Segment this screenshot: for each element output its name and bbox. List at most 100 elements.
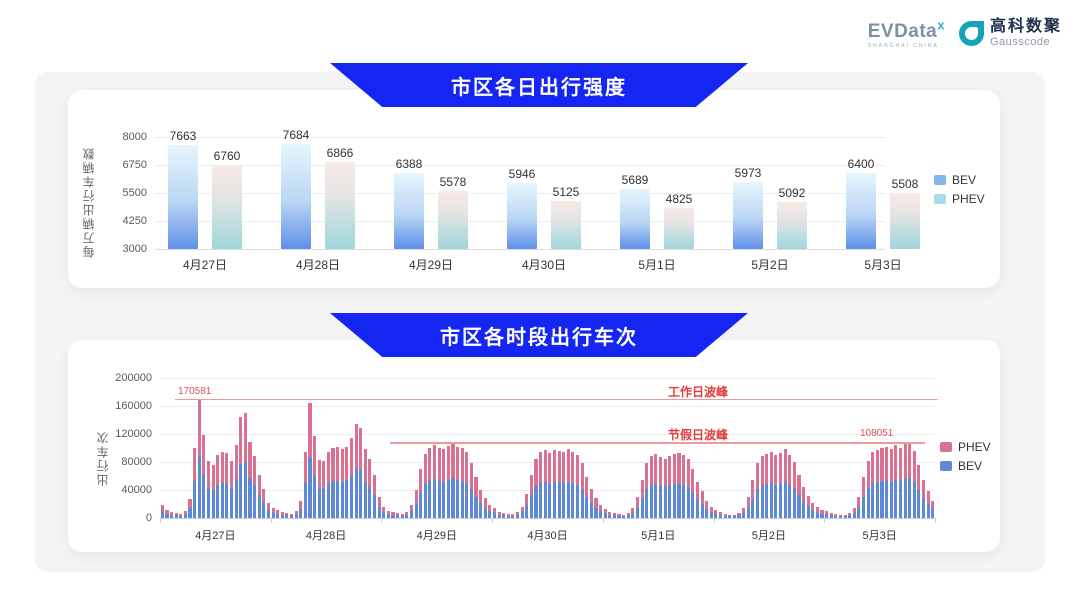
hourly-bar-stack [889, 449, 893, 518]
daily-bar-bev-value: 5973 [734, 166, 762, 181]
hourly-bar-bev-segment [409, 511, 413, 518]
hourly-bar-stack [160, 505, 164, 518]
hourly-bar-bev-segment [778, 483, 783, 518]
hourly-bar-stack [875, 450, 879, 518]
hourly-bar-bev-segment [280, 515, 284, 518]
hourly-bar-phev-segment [834, 513, 838, 516]
hourly-bar-bev-segment [437, 480, 441, 518]
hourly-bar-bev-segment [599, 511, 603, 518]
daily-bar-phev-value: 4825 [665, 192, 693, 207]
hourly-bar-stack [446, 445, 450, 518]
hourly-bar-phev-segment [571, 451, 575, 483]
hourly-bar-phev-segment [340, 449, 344, 482]
hourly-bar-phev-segment [442, 449, 446, 482]
hourly-bar-phev-segment [861, 477, 866, 497]
hourly-bar-bev-segment [659, 485, 663, 518]
hourly-bar-stack [566, 449, 570, 518]
hourly-bar-stack [769, 451, 773, 518]
hourly-bar-bev-segment [921, 497, 926, 518]
daily-x-label: 4月27日 [182, 258, 228, 272]
hourly-bar-stack [783, 449, 787, 518]
hourly-bar-phev-segment [580, 463, 584, 490]
hourly-bar-stack [871, 452, 875, 518]
phev-stack-legend-label: PHEV [958, 440, 991, 454]
hourly-bar-phev-segment [451, 443, 455, 479]
hourly-bar-stack [806, 495, 810, 518]
hourly-bar-phev-segment [419, 469, 423, 493]
hourly-bar-bev-segment [672, 484, 676, 518]
hourly-bar-bev-segment [479, 503, 483, 518]
hourly-bar-stack [732, 514, 736, 518]
hourly-bar-bev-segment [326, 482, 330, 518]
hourly-bar-phev-segment [488, 505, 492, 512]
bev-legend-swatch [934, 175, 946, 185]
legend-item-bev[interactable]: BEV [934, 173, 985, 187]
hourly-bar-stack [825, 511, 829, 518]
hourly-bar-phev-segment [889, 449, 893, 482]
hourly-bar-stack [308, 403, 312, 518]
hourly-bar-stack [608, 512, 612, 518]
hourly-bar-phev-segment [594, 498, 598, 508]
hourly-bar-bev-segment [299, 508, 303, 518]
hourly-bar-bev-segment [737, 515, 741, 518]
legend-item-bev-stack[interactable]: BEV [940, 459, 991, 473]
hourly-bar-bev-segment [718, 515, 723, 518]
hourly-bar-bev-segment [843, 516, 847, 518]
hourly-bar-phev-segment [211, 464, 215, 490]
hourly-bar-stack [765, 453, 769, 518]
hourly-bar-bev-segment [608, 515, 612, 518]
hourly-bar-phev-segment [391, 512, 395, 516]
hourly-bar-phev-segment [742, 508, 746, 513]
hourly-bar-phev-segment [183, 511, 187, 515]
hourly-bar-stack [340, 449, 344, 518]
daily-bar-phev [551, 201, 581, 249]
hourly-bar-stack [672, 454, 676, 518]
hourly-bar-bev-segment [585, 496, 589, 518]
hourly-bar-stack [917, 464, 921, 518]
hourly-bar-bev-segment [216, 484, 220, 518]
evdata-logo: EVDatax SHANGHAI CHINA [868, 18, 945, 49]
hourly-bar-stack [419, 469, 423, 518]
hourly-bar-stack [912, 450, 916, 518]
hourly-bar-phev-segment [174, 513, 178, 516]
hourly-bar-phev-segment [802, 486, 806, 502]
daily-chart-title: 市区各日出行强度 [451, 76, 627, 99]
phev-legend-swatch [934, 194, 946, 204]
hourly-bar-bev-segment [857, 506, 861, 518]
hourly-bar-bev-segment [871, 483, 875, 518]
hourly-bar-bev-segment [349, 475, 354, 518]
hourly-bar-phev-segment [732, 514, 736, 517]
hourly-bar-bev-segment [774, 484, 778, 518]
hourly-bar-phev-segment [815, 506, 819, 513]
x-axis-tick [602, 518, 604, 523]
daily-bar-phev [325, 162, 355, 249]
hourly-bar-phev-segment [474, 477, 478, 497]
hourly-bar-stack [838, 514, 843, 518]
hourly-bar-stack [488, 505, 492, 518]
legend-item-phev[interactable]: PHEV [934, 192, 985, 206]
hourly-bar-stack [206, 461, 211, 518]
hourly-bar-stack [423, 453, 427, 518]
hourly-bar-stack [861, 477, 866, 518]
hourly-bar-stack [266, 502, 270, 518]
hourly-bar-stack [386, 511, 390, 518]
hourly-bar-stack [248, 442, 252, 518]
hourly-bar-bev-segment [239, 464, 243, 518]
hourly-bar-phev-segment [654, 454, 658, 485]
legend-item-phev-stack[interactable]: PHEV [940, 440, 991, 454]
gridline [160, 434, 935, 435]
hourly-bar-stack [211, 464, 215, 518]
gridline [160, 378, 935, 379]
hourly-bar-stack [193, 448, 197, 518]
hourly-bar-bev-segment [626, 515, 630, 518]
hourly-bar-phev-segment [548, 452, 552, 484]
hourly-x-label: 5月2日 [751, 530, 787, 542]
hourly-bar-phev-segment [525, 493, 529, 505]
hourly-bar-stack [516, 512, 520, 518]
hourly-bar-bev-segment [179, 515, 183, 518]
hourly-bar-stack [737, 513, 741, 518]
hourly-bar-phev-segment [266, 502, 270, 510]
hourly-bar-stack [317, 459, 321, 518]
hourly-bar-bev-segment [654, 484, 658, 518]
hourly-bar-stack [857, 497, 861, 518]
